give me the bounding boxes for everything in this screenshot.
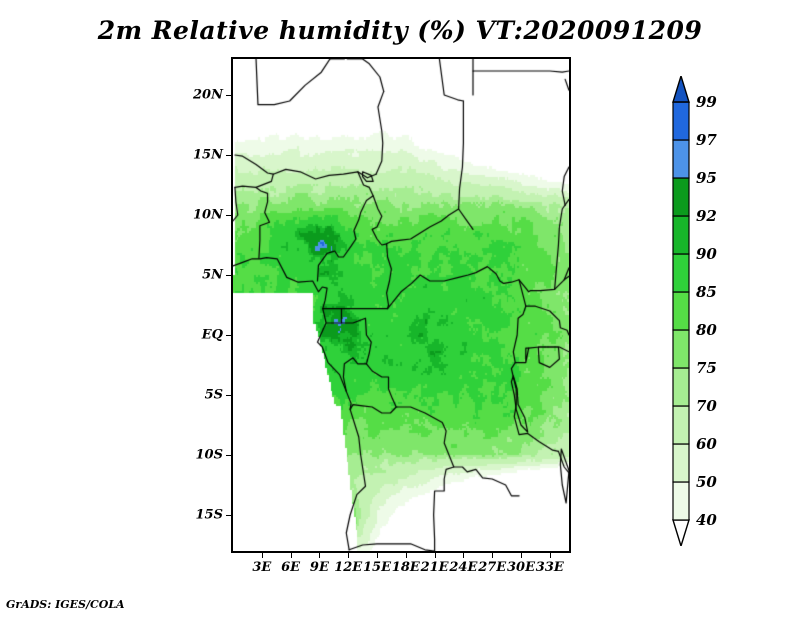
colorbar[interactable] [668, 76, 694, 546]
lon-tick-label-18e: 18E [391, 560, 420, 575]
lat-tick-mark [226, 275, 231, 276]
lat-tick-mark [226, 215, 231, 216]
lat-tick-mark [226, 395, 231, 396]
lon-tick-label-21e: 21E [420, 560, 449, 575]
lon-tick-label-30e: 30E [507, 560, 535, 575]
colorbar-band [672, 329, 690, 369]
lon-tick-label-33e: 33E [535, 560, 564, 575]
colorbar-swatches [672, 76, 690, 546]
country-borders-overlay [233, 59, 569, 551]
lon-tick-label-27e: 27E [478, 560, 507, 575]
lat-tick-label-eq: EQ [201, 327, 223, 343]
colorbar-tick-label-60: 60 [696, 435, 717, 453]
lon-tick-mark [290, 553, 292, 558]
colorbar-band [672, 253, 690, 293]
lat-tick-mark [226, 155, 231, 156]
lon-tick-label-24e: 24E [449, 560, 478, 575]
lon-tick-mark [405, 553, 407, 558]
grads-credit: GrADS: IGES/COLA [6, 598, 125, 611]
colorbar-band [672, 177, 690, 217]
colorbar-tick-label-75: 75 [696, 359, 717, 377]
colorbar-tick-label-90: 90 [696, 245, 717, 263]
lat-tick-label-10n: 10N [193, 207, 223, 223]
lon-tick-mark [434, 553, 436, 558]
colorbar-tick-label-99: 99 [696, 93, 717, 111]
lon-tick-mark [261, 553, 263, 558]
colorbar-band [672, 405, 690, 445]
lat-tick-label-20n: 20N [193, 87, 223, 103]
colorbar-band [672, 443, 690, 483]
colorbar-tick-label-92: 92 [696, 207, 717, 225]
colorbar-tick-label-85: 85 [696, 283, 717, 301]
lon-tick-mark [377, 553, 378, 558]
lat-tick-label-10s: 10S [195, 447, 223, 463]
lat-tick-label-5s: 5S [204, 387, 223, 403]
lat-tick-mark [226, 335, 231, 336]
colorbar-band [672, 139, 690, 179]
colorbar-extend-high [672, 76, 690, 103]
lat-tick-mark [226, 515, 231, 516]
colorbar-extend-low [672, 519, 690, 546]
map-panel[interactable] [231, 57, 571, 553]
lat-tick-label-15s: 15S [195, 507, 223, 523]
lon-tick-label-3e: 3E [252, 560, 272, 575]
page-title: 2m Relative humidity (%) VT:2020091209 [97, 16, 703, 45]
colorbar-tick-label-40: 40 [696, 511, 717, 529]
lon-tick-mark [463, 553, 465, 558]
colorbar-band [672, 101, 690, 141]
colorbar-band [672, 291, 690, 331]
lon-tick-mark [492, 553, 494, 558]
lon-tick-mark [521, 553, 522, 558]
colorbar-band [672, 215, 690, 255]
colorbar-tick-label-95: 95 [696, 169, 717, 187]
lon-tick-label-12e: 12E [334, 560, 363, 575]
colorbar-band [672, 367, 690, 407]
lat-tick-label-15n: 15N [193, 147, 223, 163]
lon-tick-mark [319, 553, 321, 558]
colorbar-tick-label-97: 97 [696, 131, 717, 149]
lon-tick-label-6e: 6E [281, 560, 301, 575]
lat-tick-mark [226, 95, 231, 96]
colorbar-tick-label-70: 70 [696, 397, 717, 415]
colorbar-tick-label-80: 80 [696, 321, 717, 339]
lon-tick-label-15e: 15E [363, 560, 391, 575]
colorbar-tick-label-50: 50 [696, 473, 717, 491]
lon-tick-mark [348, 553, 350, 558]
lat-tick-label-5n: 5N [202, 267, 223, 283]
lon-tick-mark [549, 553, 551, 558]
lon-tick-label-9e: 9E [309, 560, 329, 575]
colorbar-band [672, 481, 690, 521]
lat-tick-mark [226, 455, 231, 456]
